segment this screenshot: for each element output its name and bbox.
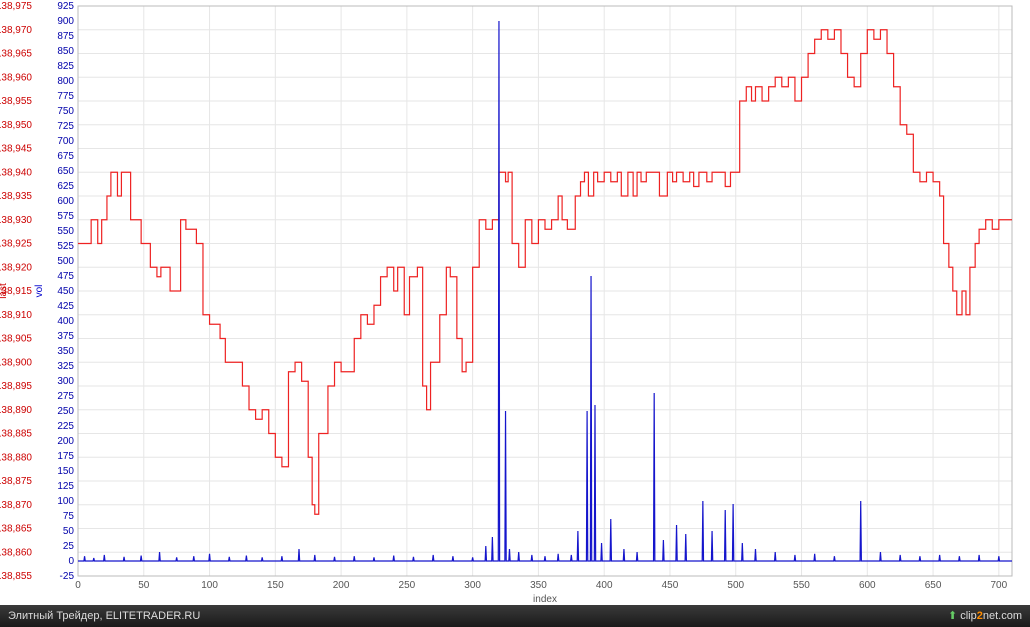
svg-text:475: 475 bbox=[57, 271, 74, 282]
svg-text:138,900: 138,900 bbox=[0, 357, 32, 368]
svg-text:575: 575 bbox=[57, 211, 74, 222]
svg-text:138,945: 138,945 bbox=[0, 144, 32, 155]
svg-text:150: 150 bbox=[267, 580, 284, 591]
svg-text:-25: -25 bbox=[60, 571, 75, 582]
svg-text:138,910: 138,910 bbox=[0, 310, 32, 321]
svg-text:150: 150 bbox=[57, 466, 74, 477]
svg-text:0: 0 bbox=[68, 556, 74, 567]
svg-text:900: 900 bbox=[57, 16, 74, 27]
svg-text:825: 825 bbox=[57, 61, 74, 72]
svg-text:775: 775 bbox=[57, 91, 74, 102]
svg-text:138,970: 138,970 bbox=[0, 25, 32, 36]
svg-text:last: last bbox=[0, 283, 9, 299]
svg-text:875: 875 bbox=[57, 31, 74, 42]
svg-text:138,905: 138,905 bbox=[0, 334, 32, 345]
svg-text:925: 925 bbox=[57, 1, 74, 12]
svg-text:index: index bbox=[533, 594, 557, 605]
svg-text:325: 325 bbox=[57, 361, 74, 372]
svg-text:0: 0 bbox=[75, 580, 81, 591]
svg-text:138,885: 138,885 bbox=[0, 429, 32, 440]
svg-text:550: 550 bbox=[793, 580, 810, 591]
svg-text:275: 275 bbox=[57, 391, 74, 402]
svg-text:250: 250 bbox=[399, 580, 416, 591]
svg-text:138,935: 138,935 bbox=[0, 191, 32, 202]
svg-text:138,880: 138,880 bbox=[0, 452, 32, 463]
svg-text:138,950: 138,950 bbox=[0, 120, 32, 131]
footer-right-text: ⬆ clip2net.com bbox=[948, 605, 1022, 627]
svg-text:25: 25 bbox=[63, 541, 75, 552]
svg-text:138,920: 138,920 bbox=[0, 262, 32, 273]
svg-text:800: 800 bbox=[57, 76, 74, 87]
footer-bar: Элитный Трейдер, ELITETRADER.RU ⬆ clip2n… bbox=[0, 605, 1030, 627]
svg-text:350: 350 bbox=[530, 580, 547, 591]
svg-text:138,965: 138,965 bbox=[0, 49, 32, 60]
svg-text:138,975: 138,975 bbox=[0, 1, 32, 12]
svg-text:138,930: 138,930 bbox=[0, 215, 32, 226]
svg-text:850: 850 bbox=[57, 46, 74, 57]
svg-text:225: 225 bbox=[57, 421, 74, 432]
svg-text:600: 600 bbox=[859, 580, 876, 591]
dual-axis-chart: 0501001502002503003504004505005506006507… bbox=[0, 0, 1030, 605]
svg-text:50: 50 bbox=[138, 580, 150, 591]
svg-text:375: 375 bbox=[57, 331, 74, 342]
svg-text:400: 400 bbox=[57, 316, 74, 327]
svg-text:400: 400 bbox=[596, 580, 613, 591]
svg-text:650: 650 bbox=[57, 166, 74, 177]
svg-text:100: 100 bbox=[57, 496, 74, 507]
svg-text:125: 125 bbox=[57, 481, 74, 492]
svg-text:450: 450 bbox=[662, 580, 679, 591]
svg-text:138,940: 138,940 bbox=[0, 167, 32, 178]
svg-text:138,960: 138,960 bbox=[0, 72, 32, 83]
svg-text:500: 500 bbox=[727, 580, 744, 591]
svg-text:625: 625 bbox=[57, 181, 74, 192]
svg-text:138,855: 138,855 bbox=[0, 571, 32, 582]
svg-text:200: 200 bbox=[333, 580, 350, 591]
svg-text:725: 725 bbox=[57, 121, 74, 132]
svg-text:300: 300 bbox=[464, 580, 481, 591]
svg-text:50: 50 bbox=[63, 526, 75, 537]
svg-text:200: 200 bbox=[57, 436, 74, 447]
svg-text:100: 100 bbox=[201, 580, 218, 591]
svg-text:138,890: 138,890 bbox=[0, 405, 32, 416]
svg-text:675: 675 bbox=[57, 151, 74, 162]
svg-text:250: 250 bbox=[57, 406, 74, 417]
svg-text:138,925: 138,925 bbox=[0, 239, 32, 250]
svg-text:138,875: 138,875 bbox=[0, 476, 32, 487]
svg-text:175: 175 bbox=[57, 451, 74, 462]
svg-text:138,955: 138,955 bbox=[0, 96, 32, 107]
svg-text:550: 550 bbox=[57, 226, 74, 237]
footer-left-text: Элитный Трейдер, ELITETRADER.RU bbox=[8, 605, 200, 627]
svg-text:700: 700 bbox=[991, 580, 1008, 591]
svg-text:138,895: 138,895 bbox=[0, 381, 32, 392]
svg-text:600: 600 bbox=[57, 196, 74, 207]
svg-text:650: 650 bbox=[925, 580, 942, 591]
svg-text:450: 450 bbox=[57, 286, 74, 297]
svg-text:vol: vol bbox=[34, 285, 45, 298]
svg-text:75: 75 bbox=[63, 511, 75, 522]
svg-text:700: 700 bbox=[57, 136, 74, 147]
svg-text:500: 500 bbox=[57, 256, 74, 267]
svg-text:138,865: 138,865 bbox=[0, 524, 32, 535]
svg-text:138,860: 138,860 bbox=[0, 547, 32, 558]
svg-text:300: 300 bbox=[57, 376, 74, 387]
svg-text:750: 750 bbox=[57, 106, 74, 117]
svg-text:138,870: 138,870 bbox=[0, 500, 32, 511]
svg-text:525: 525 bbox=[57, 241, 74, 252]
svg-text:350: 350 bbox=[57, 346, 74, 357]
svg-text:425: 425 bbox=[57, 301, 74, 312]
